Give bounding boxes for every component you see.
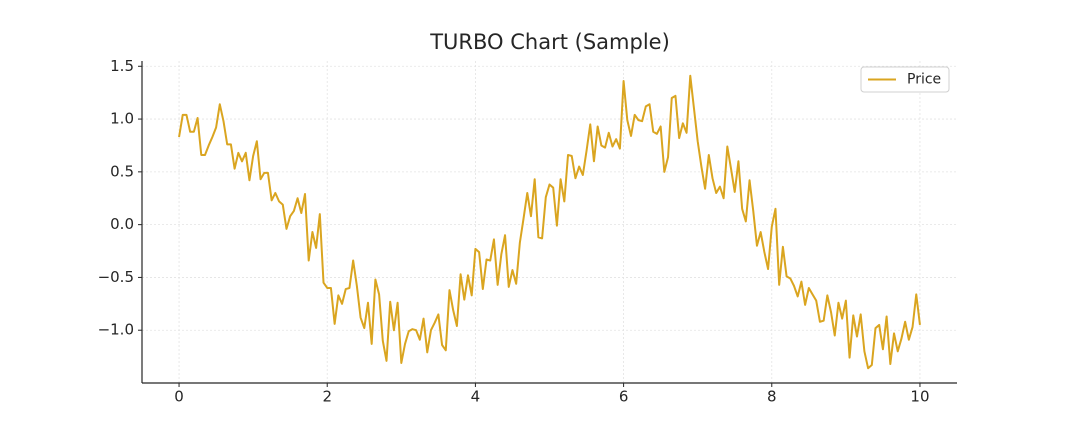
- x-tick-label: 8: [767, 388, 777, 406]
- x-tick-label: 4: [471, 388, 481, 406]
- y-tick-label: 1.0: [110, 110, 134, 128]
- y-tick-label: −1.0: [98, 321, 134, 339]
- legend: Price: [860, 66, 950, 93]
- x-tick-label: 0: [174, 388, 184, 406]
- y-tick-label: 0.5: [110, 162, 134, 180]
- x-tick-label: 6: [619, 388, 629, 406]
- chart-title: TURBO Chart (Sample): [429, 30, 670, 54]
- price-line: [178, 74, 921, 370]
- legend-label: Price: [907, 72, 941, 88]
- legend-box: [860, 66, 950, 93]
- y-tick-label: 1.5: [110, 57, 134, 75]
- x-tick-label: 2: [322, 388, 332, 406]
- x-tick-label: 10: [910, 388, 929, 406]
- y-tick-label: −0.5: [98, 268, 134, 286]
- y-tick-label: 0.0: [110, 215, 134, 233]
